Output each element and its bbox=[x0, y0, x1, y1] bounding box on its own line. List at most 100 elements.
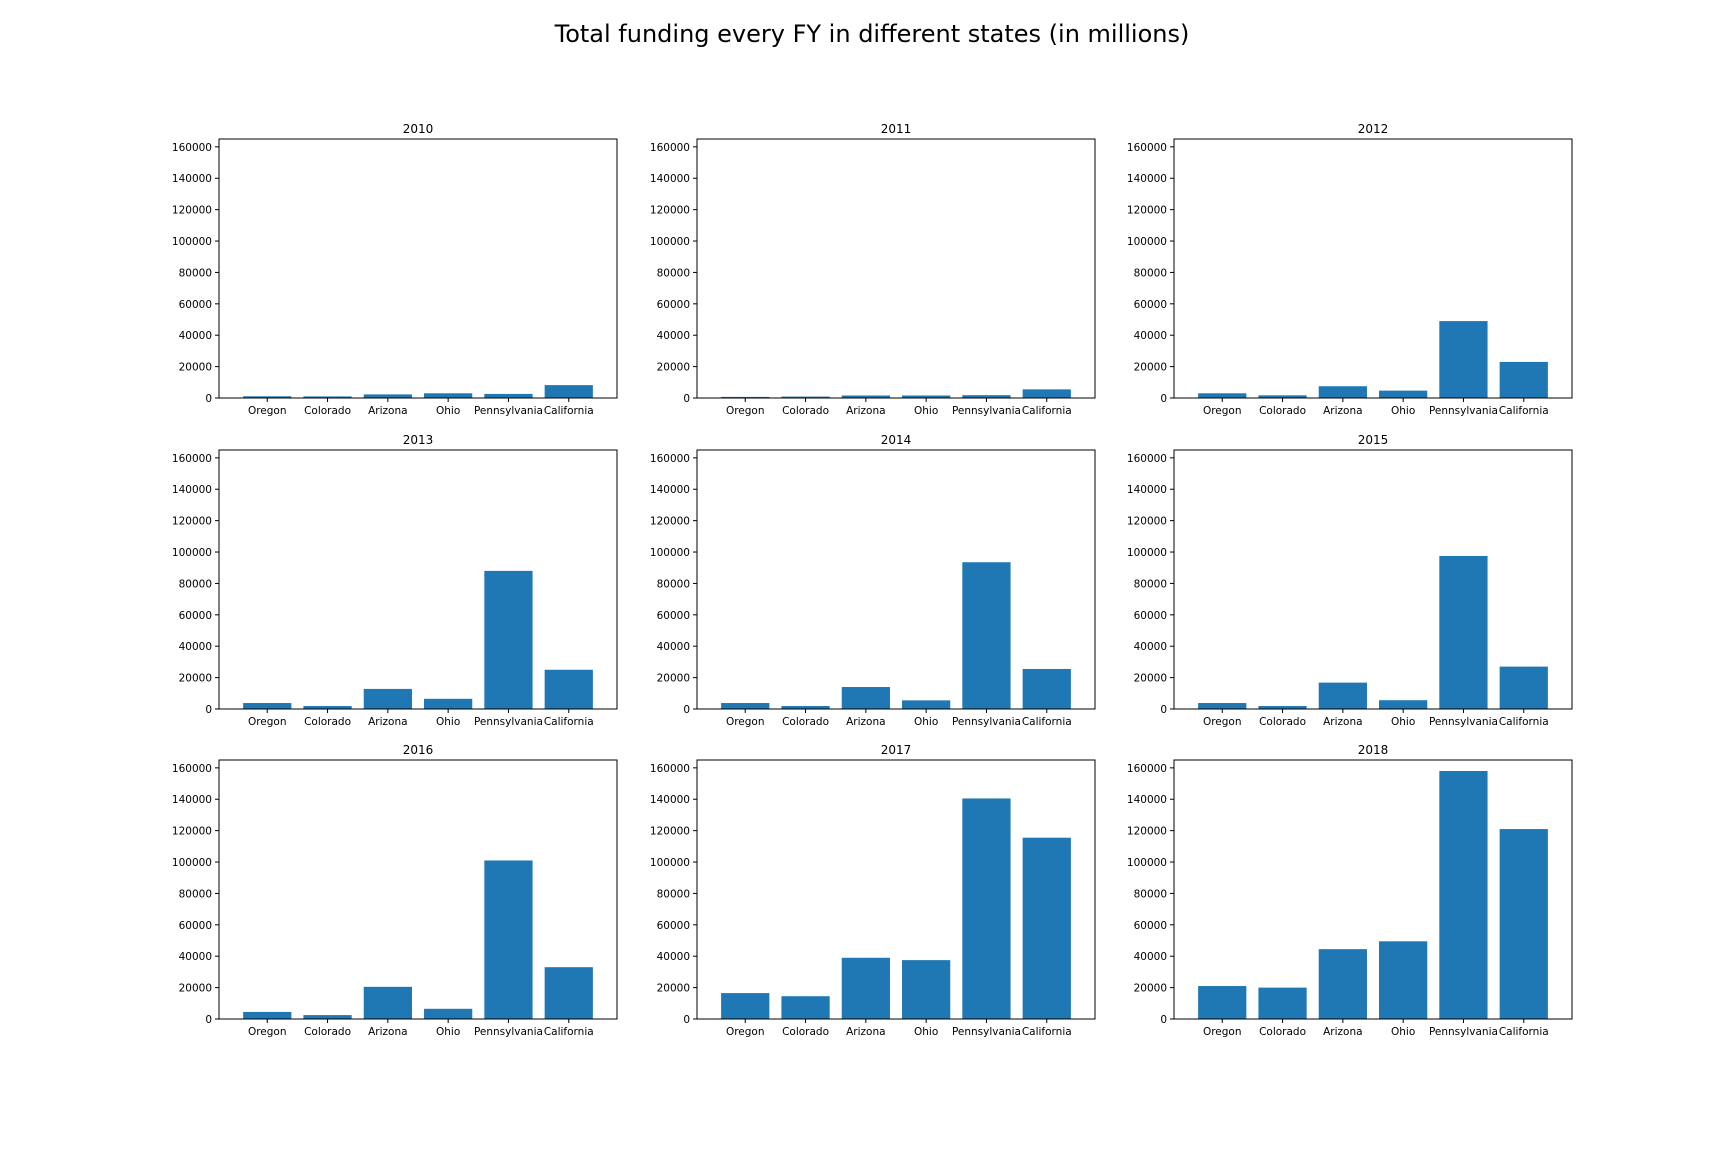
y-tick-label: 160000 bbox=[1127, 142, 1167, 154]
x-tick-label: Oregon bbox=[248, 716, 287, 728]
x-tick-label: Ohio bbox=[1391, 1026, 1415, 1038]
subplot-title: 2014 bbox=[881, 433, 912, 447]
y-tick-label: 160000 bbox=[172, 453, 212, 465]
x-tick-label: Pennsylvania bbox=[952, 1026, 1021, 1038]
x-tick-label: Pennsylvania bbox=[952, 716, 1021, 728]
x-tick-label: Pennsylvania bbox=[474, 405, 543, 417]
y-tick-label: 140000 bbox=[1127, 484, 1167, 496]
bar-ohio bbox=[424, 393, 473, 398]
y-tick-label: 20000 bbox=[657, 673, 690, 685]
y-tick-label: 0 bbox=[205, 704, 212, 716]
bar-pennsylvania bbox=[484, 860, 533, 1019]
bar-colorado bbox=[303, 1015, 352, 1019]
x-tick-label: Arizona bbox=[368, 716, 407, 728]
y-tick-label: 80000 bbox=[657, 578, 690, 590]
axes-frame bbox=[696, 138, 1096, 399]
y-tick-label: 80000 bbox=[657, 888, 690, 900]
x-tick-label: Colorado bbox=[1259, 716, 1306, 728]
x-tick-label: Pennsylvania bbox=[474, 1026, 543, 1038]
y-tick-label: 160000 bbox=[172, 142, 212, 154]
bar-arizona bbox=[363, 394, 412, 398]
y-tick-label: 40000 bbox=[657, 330, 690, 342]
bar-california bbox=[544, 385, 593, 398]
y-tick-label: 0 bbox=[1160, 704, 1167, 716]
x-tick-label: Colorado bbox=[1259, 1026, 1306, 1038]
x-tick-label: Ohio bbox=[436, 405, 460, 417]
y-tick-label: 140000 bbox=[650, 484, 690, 496]
bar-oregon bbox=[243, 396, 292, 398]
bar-colorado bbox=[1258, 395, 1307, 398]
bar-oregon bbox=[721, 703, 770, 709]
x-tick-label: Pennsylvania bbox=[1429, 405, 1498, 417]
x-tick-label: Oregon bbox=[248, 1026, 287, 1038]
y-tick-label: 40000 bbox=[1134, 951, 1167, 963]
y-tick-label: 0 bbox=[205, 1014, 212, 1026]
y-tick-label: 40000 bbox=[179, 641, 212, 653]
x-tick-label: Ohio bbox=[436, 716, 460, 728]
x-tick-label: Colorado bbox=[782, 1026, 829, 1038]
bar-california bbox=[1499, 666, 1548, 709]
subplot-2013: 2013 0 20000 40000 60000 80000 100000 120000 140… bbox=[172, 433, 618, 728]
bar-pennsylvania bbox=[962, 395, 1011, 398]
bar-california bbox=[1022, 668, 1071, 709]
y-tick-label: 60000 bbox=[179, 610, 212, 622]
y-tick-label: 100000 bbox=[1127, 547, 1167, 559]
x-tick-label: Ohio bbox=[1391, 405, 1415, 417]
y-tick-label: 60000 bbox=[657, 920, 690, 932]
y-tick-label: 40000 bbox=[1134, 641, 1167, 653]
y-tick-label: 40000 bbox=[1134, 330, 1167, 342]
x-tick-label: Arizona bbox=[1323, 1026, 1362, 1038]
bar-california bbox=[544, 967, 593, 1019]
bar-ohio bbox=[1379, 390, 1428, 398]
axes-frame bbox=[1173, 759, 1573, 1020]
x-tick-label: Ohio bbox=[914, 1026, 938, 1038]
bar-arizona bbox=[363, 688, 412, 709]
bar-oregon bbox=[1198, 986, 1247, 1019]
x-tick-label: Pennsylvania bbox=[1429, 1026, 1498, 1038]
x-tick-label: California bbox=[1022, 1026, 1072, 1038]
bar-oregon bbox=[1198, 703, 1247, 709]
y-tick-label: 20000 bbox=[1134, 362, 1167, 374]
bar-colorado bbox=[781, 996, 830, 1019]
subplot-title: 2018 bbox=[1358, 743, 1389, 757]
y-tick-label: 140000 bbox=[172, 794, 212, 806]
y-tick-label: 160000 bbox=[172, 763, 212, 775]
y-tick-label: 60000 bbox=[179, 299, 212, 311]
x-tick-label: Arizona bbox=[1323, 716, 1362, 728]
bar-ohio bbox=[902, 395, 951, 398]
axes-frame bbox=[1173, 138, 1573, 399]
x-tick-label: Pennsylvania bbox=[474, 716, 543, 728]
subplot-2018: 2018 0 20000 40000 60000 80000 100000 120000 140… bbox=[1127, 743, 1573, 1038]
y-tick-label: 60000 bbox=[179, 920, 212, 932]
bar-pennsylvania bbox=[484, 393, 533, 398]
bar-colorado bbox=[1258, 706, 1307, 709]
subplot-title: 2015 bbox=[1358, 433, 1389, 447]
y-tick-label: 80000 bbox=[657, 267, 690, 279]
subplot-2015: 2015 0 20000 40000 60000 80000 100000 120000 140… bbox=[1127, 433, 1573, 728]
bar-oregon bbox=[243, 1011, 292, 1019]
y-tick-label: 120000 bbox=[1127, 516, 1167, 528]
x-tick-label: Pennsylvania bbox=[952, 405, 1021, 417]
x-tick-label: Ohio bbox=[1391, 716, 1415, 728]
y-tick-label: 100000 bbox=[1127, 857, 1167, 869]
y-tick-label: 100000 bbox=[172, 857, 212, 869]
y-tick-label: 100000 bbox=[172, 547, 212, 559]
bar-ohio bbox=[424, 698, 473, 709]
bar-pennsylvania bbox=[1439, 321, 1488, 398]
y-tick-label: 40000 bbox=[179, 330, 212, 342]
subplot-2017: 2017 0 20000 40000 60000 80000 100000 120000 140… bbox=[650, 743, 1096, 1038]
bar-california bbox=[544, 669, 593, 709]
y-tick-label: 80000 bbox=[1134, 267, 1167, 279]
y-tick-label: 0 bbox=[1160, 1014, 1167, 1026]
x-tick-label: Arizona bbox=[368, 405, 407, 417]
y-tick-label: 160000 bbox=[650, 453, 690, 465]
x-tick-label: California bbox=[1022, 405, 1072, 417]
x-tick-label: Ohio bbox=[436, 1026, 460, 1038]
bar-colorado bbox=[303, 396, 352, 398]
x-tick-label: California bbox=[1022, 716, 1072, 728]
y-tick-label: 100000 bbox=[650, 236, 690, 248]
y-tick-label: 100000 bbox=[172, 236, 212, 248]
y-tick-label: 0 bbox=[683, 704, 690, 716]
x-tick-label: Oregon bbox=[726, 1026, 765, 1038]
y-tick-label: 120000 bbox=[1127, 826, 1167, 838]
